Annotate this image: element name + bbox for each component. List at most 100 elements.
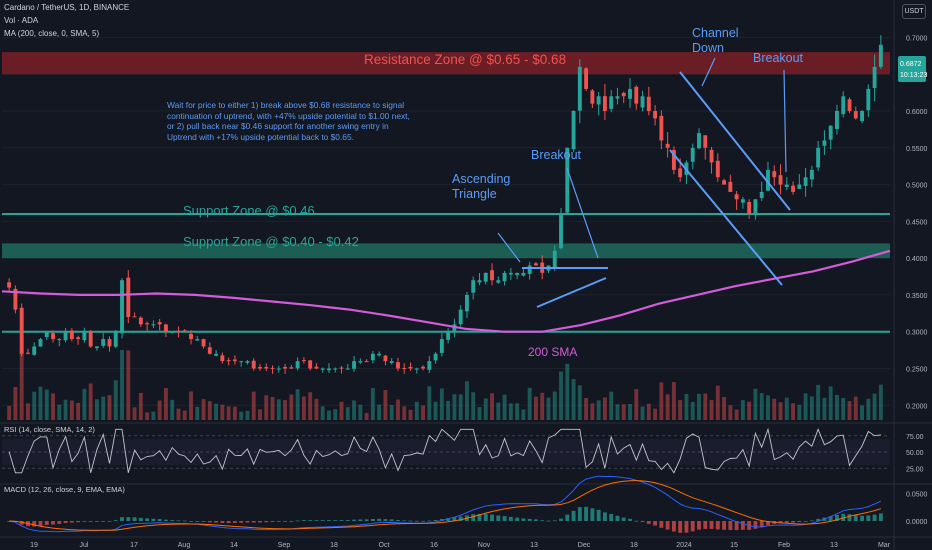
candle-body [872, 66, 877, 88]
candle-body [515, 272, 520, 276]
volume-bar [540, 392, 545, 420]
candle-body [44, 331, 49, 338]
macd-histogram-bar [646, 521, 651, 524]
macd-histogram-bar [120, 517, 124, 521]
volume-bar [860, 405, 864, 420]
candle-body [709, 149, 714, 163]
candle-body [853, 111, 858, 119]
volume-bar [809, 396, 814, 420]
volume-bar [264, 395, 269, 420]
candle-body [408, 366, 413, 369]
candle-body [791, 185, 796, 192]
candle-body [722, 180, 727, 185]
candle-body [866, 88, 871, 111]
candle-body [527, 265, 532, 274]
candle-body [239, 361, 244, 363]
price-axis[interactable]: 0.70000.65000.60000.55000.50000.45000.40… [893, 0, 928, 550]
candle-body [634, 86, 639, 104]
volume-bar [327, 410, 331, 420]
volume-bar [69, 400, 74, 420]
macd-histogram-bar [138, 517, 143, 521]
candle-body [753, 199, 758, 215]
volume-bar [182, 410, 187, 420]
candle-body [414, 368, 419, 370]
rsi-tick-label: 25.00 [906, 466, 924, 473]
macd-histogram-bar [797, 521, 802, 523]
time-tick-label: 15 [730, 542, 738, 549]
candle-body [502, 272, 507, 282]
volume-bar [740, 400, 745, 420]
candle-body [577, 66, 582, 111]
macd-histogram-bar [446, 518, 451, 521]
rsi-tick-label: 75.00 [906, 434, 924, 441]
price-tick-label: 0.2500 [906, 367, 928, 374]
candle-body [38, 339, 43, 347]
macd-histogram-bar [515, 517, 520, 521]
volume-bar [559, 371, 563, 420]
volume-bar [427, 386, 432, 420]
volume-bar [308, 392, 313, 420]
rsi-tick-label: 50.00 [906, 450, 924, 457]
candle-body [352, 361, 357, 369]
time-tick-label: 13 [530, 542, 538, 549]
candle-body [51, 333, 55, 340]
candle-body [270, 367, 275, 369]
volume-bar [640, 406, 645, 420]
macd-histogram-bar [358, 519, 363, 521]
countdown-value: 10:13:23 [900, 72, 927, 79]
volume-bar [13, 386, 18, 420]
candle-body [214, 353, 219, 356]
macd-histogram-bar [502, 516, 507, 521]
volume-bar [533, 396, 538, 420]
volume-bar [396, 399, 400, 420]
volume-bar [678, 400, 683, 420]
volume-bar [609, 391, 614, 420]
candle-body [860, 111, 864, 122]
volume-bar [276, 399, 281, 420]
channel-label-1: Channel [692, 26, 739, 40]
macd-histogram-bar [258, 521, 262, 523]
volume-bar [590, 403, 595, 420]
candle-body [841, 96, 846, 115]
time-axis[interactable]: 19 Jul 17 Aug 14 Sep 18 Oct 16 Nov 13 Dec 18 2024 15 Fe… [0, 536, 932, 549]
volume-bar [853, 396, 858, 420]
zones [2, 52, 890, 333]
macd-histogram-bar [32, 521, 37, 527]
volume-title: Vol · ADA [4, 16, 39, 25]
candle-body [163, 324, 168, 332]
macd-histogram-bar [333, 520, 338, 521]
volume-bar [132, 407, 137, 420]
candle-body [822, 140, 827, 146]
macd-histogram-bar [389, 519, 394, 521]
candle-body [26, 352, 30, 354]
volume-bar [759, 393, 764, 420]
macd-histogram-bar [766, 521, 770, 526]
candle-body [584, 68, 589, 89]
channel-top-line [679, 71, 791, 211]
sma-200-label: 200 SMA [528, 345, 577, 359]
macd-histogram-bar [126, 517, 131, 521]
price-tick-label: 0.6000 [906, 109, 928, 116]
volume-bar [872, 393, 877, 420]
candle-body [734, 194, 739, 200]
macd-histogram-bar [477, 513, 482, 521]
candle-body [370, 353, 375, 361]
candle-body [145, 323, 150, 325]
currency-badge[interactable]: USDT [902, 4, 926, 19]
macd-histogram-bar [527, 518, 532, 521]
volume-bar [38, 386, 43, 420]
macd-histogram-bar [590, 508, 595, 521]
macd-title: MACD (12, 26, close, 9, EMA, EMA) [4, 485, 125, 494]
volume-bar [195, 406, 200, 420]
volume-bar [521, 409, 526, 420]
macd-line [8, 475, 882, 533]
macd-histogram-bar [19, 521, 24, 525]
candle-body [189, 333, 193, 340]
macd-pane: 0.0500 0.0000 [0, 475, 932, 533]
candle-body [264, 367, 269, 369]
candle-body [458, 309, 463, 325]
candle-body [772, 171, 777, 178]
volume-bar [26, 403, 30, 420]
volume-bar [94, 399, 99, 420]
candle-body [251, 360, 256, 369]
